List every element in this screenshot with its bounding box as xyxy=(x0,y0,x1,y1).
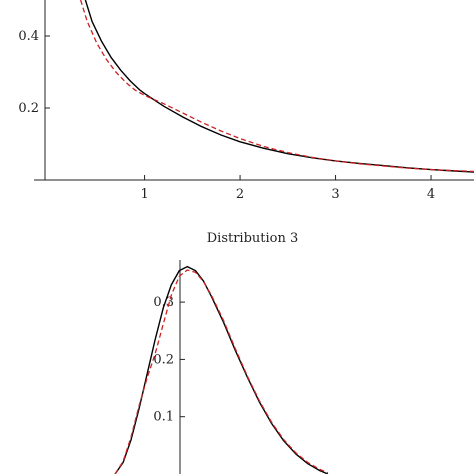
series-line-dashed xyxy=(114,269,329,474)
chart-distribution-3: Distribution 30.10.20.3 xyxy=(114,231,329,474)
y-tick-label: 0.1 xyxy=(153,410,174,425)
y-tick-label: 0.2 xyxy=(18,101,39,116)
series-line-solid xyxy=(84,0,474,173)
x-tick-label: 2 xyxy=(236,187,244,202)
x-tick-label: 3 xyxy=(331,187,339,202)
series-line-solid xyxy=(114,265,329,474)
x-tick-label: 4 xyxy=(427,187,435,202)
x-tick-label: 1 xyxy=(140,187,148,202)
chart-distribution-top: 0.2 0.4 1 2 3 4 xyxy=(18,0,474,202)
y-tick-label: 0.4 xyxy=(18,29,39,44)
y-tick-label: 0.2 xyxy=(153,352,174,367)
series-line-dashed xyxy=(79,0,474,173)
chart-title: Distribution 3 xyxy=(207,231,299,246)
